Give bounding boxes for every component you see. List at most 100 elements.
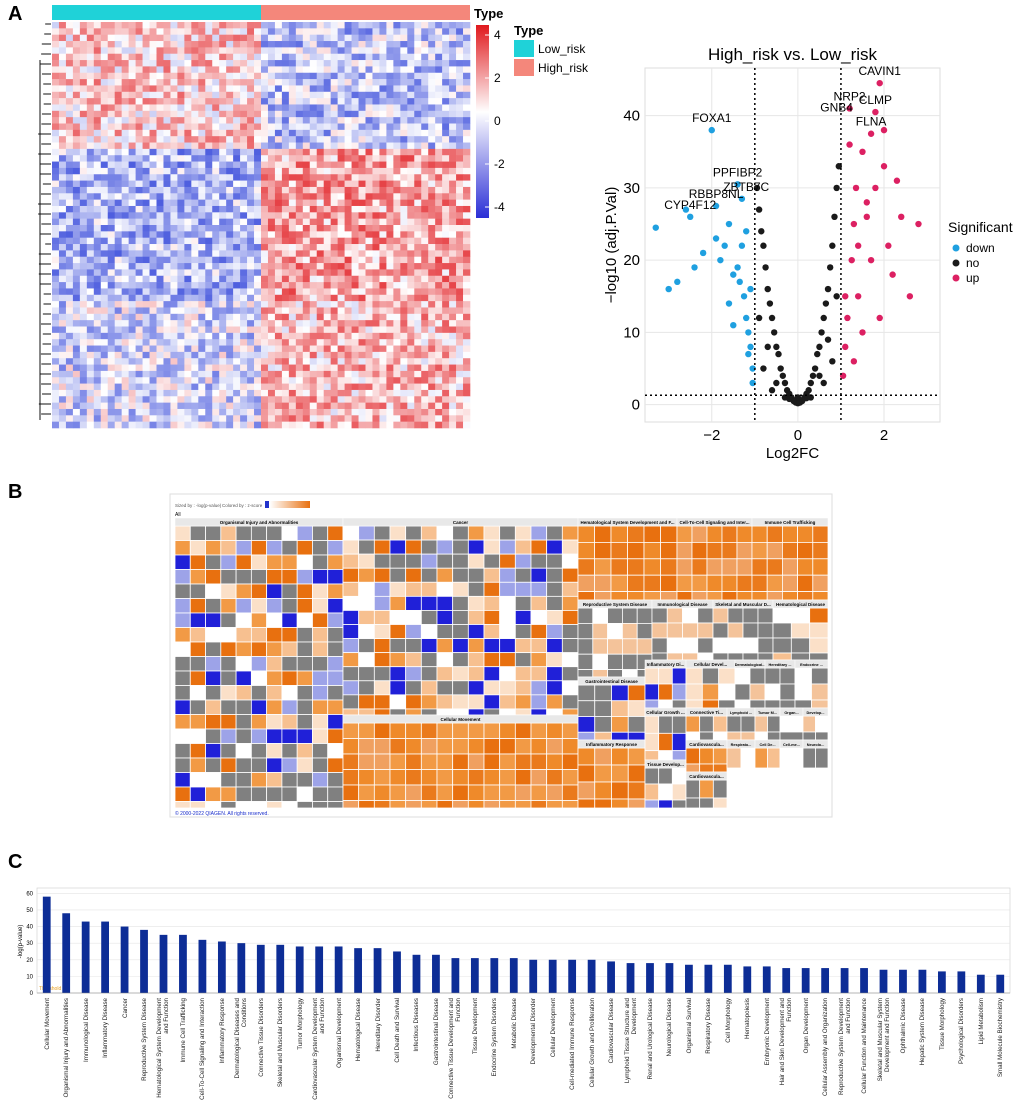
- heatmap-cell: [302, 332, 311, 340]
- heatmap-cell: [344, 345, 352, 353]
- heatmap-cell: [212, 110, 220, 118]
- heatmap-cell: [191, 332, 199, 340]
- heatmap-cell: [121, 180, 129, 188]
- scale-neg: [265, 501, 269, 508]
- heatmap-cell: [449, 275, 457, 283]
- heatmap-cell: [344, 269, 352, 277]
- heatmap-cell: [337, 79, 345, 86]
- treemap-tile: [467, 694, 485, 710]
- treemap-tile: [766, 574, 783, 593]
- heatmap-cell: [177, 174, 185, 181]
- treemap-label: Immune Cell Trafficking: [765, 520, 816, 525]
- heatmap-cell: [93, 332, 102, 340]
- treemap-tile: [499, 638, 516, 654]
- heatmap-cell: [121, 123, 129, 131]
- heatmap-cell: [65, 180, 74, 188]
- point: [842, 293, 849, 300]
- heatmap-cell: [421, 396, 429, 403]
- heatmap-cell: [205, 320, 213, 327]
- treemap-tile: [627, 525, 645, 543]
- heatmap-cell: [281, 351, 290, 359]
- heatmap-cell: [323, 294, 331, 302]
- heatmap-cell: [365, 351, 373, 359]
- heatmap-cell: [233, 66, 241, 74]
- heatmap-cell: [107, 136, 115, 143]
- heatmap-cell: [323, 79, 331, 86]
- heatmap-cell: [198, 313, 206, 321]
- heatmap-cell: [191, 104, 199, 112]
- heatmap-cell: [267, 142, 276, 150]
- point: [876, 79, 883, 87]
- heatmap-cell: [58, 136, 67, 143]
- heatmap-cell: [212, 123, 220, 131]
- heatmap-cell: [163, 383, 171, 391]
- heatmap-cell: [463, 129, 471, 137]
- heatmap-cell: [205, 129, 213, 137]
- heatmap-cell: [365, 263, 373, 270]
- heatmap-cell: [274, 28, 283, 35]
- heatmap-cell: [309, 269, 318, 277]
- treemap-tile: [250, 569, 268, 585]
- treemap-tile: [546, 694, 563, 710]
- heatmap-cell: [365, 364, 373, 372]
- heatmap-cell: [52, 256, 60, 264]
- heatmap-cell: [358, 396, 366, 403]
- heatmap-cell: [114, 155, 122, 162]
- heatmap-cell: [86, 117, 95, 124]
- heatmap-cell: [358, 345, 366, 353]
- treemap-tile: [742, 652, 759, 661]
- heatmap-cell: [240, 269, 248, 277]
- treemap-tile: [782, 558, 799, 576]
- heatmap-cell: [58, 60, 67, 67]
- treemap-tile: [483, 666, 501, 682]
- heatmap-cell: [226, 98, 234, 105]
- heatmap-cell: [52, 275, 60, 283]
- heatmap-cell: [128, 72, 136, 80]
- treemap-tile: [671, 783, 687, 801]
- heatmap-cell: [344, 415, 352, 422]
- treemap-tile: [718, 699, 736, 709]
- heatmap-cell: [121, 167, 129, 175]
- heatmap-cell: [184, 364, 192, 372]
- heatmap-cell: [184, 237, 192, 245]
- treemap-label: Tumor M...: [758, 711, 777, 715]
- heatmap-cell: [302, 408, 311, 416]
- heatmap-cell: [163, 66, 171, 74]
- heatmap-cell: [107, 142, 115, 150]
- heatmap-cell: [330, 269, 338, 277]
- heatmap-cell: [421, 53, 429, 61]
- point: [833, 184, 840, 192]
- heatmap-cell: [365, 72, 373, 80]
- heatmap-cell: [107, 205, 115, 213]
- treemap-tile: [373, 753, 391, 770]
- heatmap-cell: [170, 225, 178, 232]
- heatmap-cell: [323, 218, 331, 226]
- treemap-tile: [296, 714, 313, 730]
- heatmap-cell: [163, 98, 171, 105]
- heatmap-cell: [393, 28, 401, 35]
- heatmap-cell: [295, 142, 304, 150]
- heatmap-cell: [100, 180, 109, 188]
- heatmap-cell: [142, 110, 150, 118]
- treemap-tile: [797, 542, 814, 560]
- treemap-tile: [643, 591, 661, 601]
- heatmap-cell: [365, 193, 373, 200]
- heatmap-cell: [337, 66, 345, 74]
- heatmap-cell: [65, 34, 74, 42]
- heatmap-cell: [170, 301, 178, 308]
- heatmap-cell: [52, 28, 60, 35]
- treemap-tile: [627, 684, 646, 702]
- heatmap-cell: [65, 193, 74, 200]
- heatmap-cell: [337, 358, 345, 365]
- heatmap-cell: [79, 415, 88, 422]
- heatmap-cell: [58, 313, 67, 321]
- heatmap-cell: [400, 326, 408, 334]
- heatmap-cell: [219, 212, 227, 219]
- heatmap-cell: [58, 282, 67, 289]
- treemap-tile: [296, 685, 313, 701]
- treemap-tile: [811, 683, 829, 701]
- treemap-tile: [342, 680, 360, 696]
- point: [749, 365, 756, 372]
- treemap-tile: [452, 680, 469, 696]
- heatmap-cell: [288, 345, 297, 353]
